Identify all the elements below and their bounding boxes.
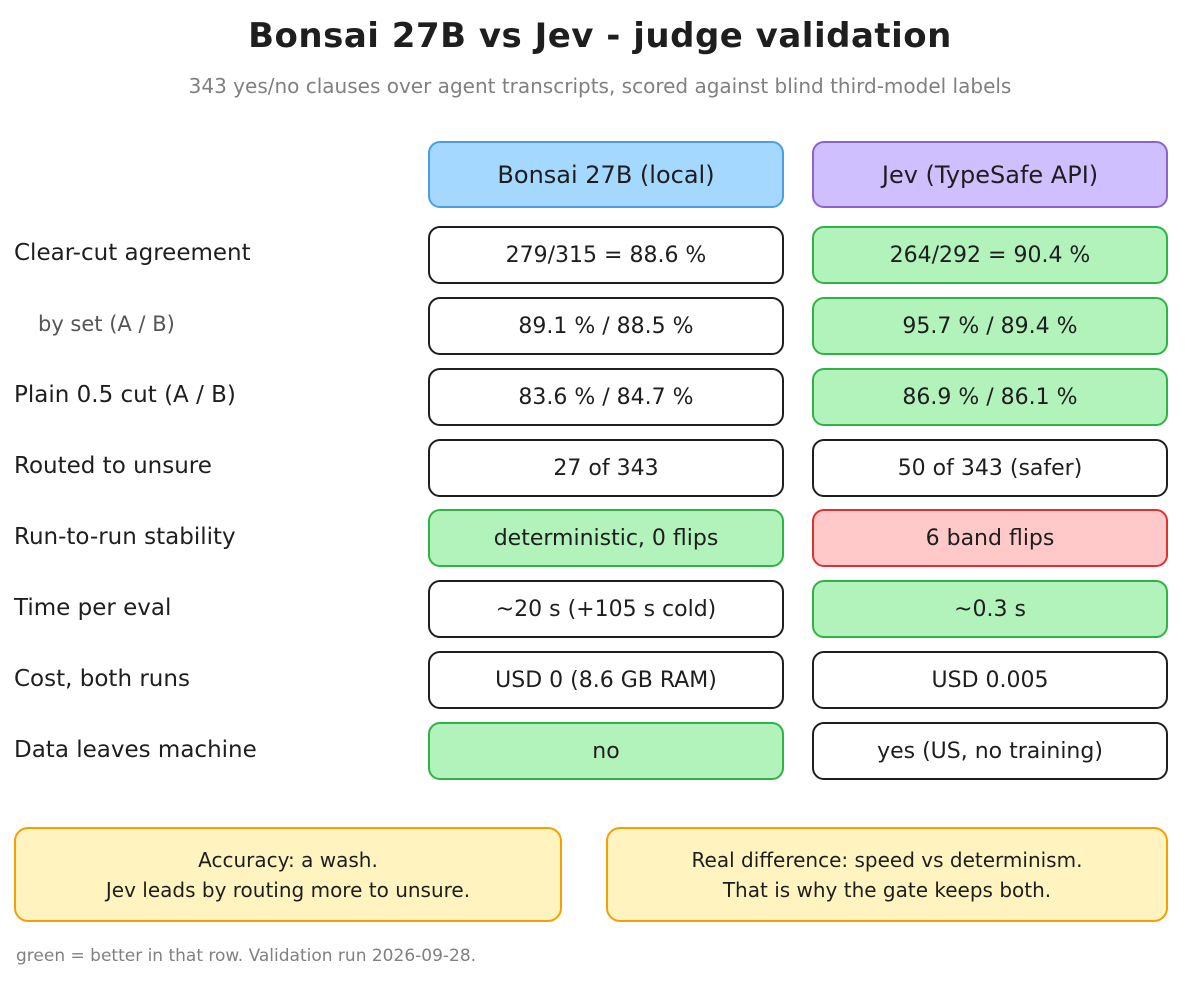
cell-bonsai-cost-both-runs: USD 0 (8.6 GB RAM) xyxy=(428,651,784,709)
cell-jev-time-per-eval: ~0.3 s xyxy=(812,580,1168,638)
row-label-data-leaves-machine: Data leaves machine xyxy=(14,737,257,763)
cell-bonsai-time-per-eval: ~20 s (+105 s cold) xyxy=(428,580,784,638)
note-accuracy-line1: Accuracy: a wash. xyxy=(198,847,378,872)
cell-bonsai-plain-cut: 83.6 % / 84.7 % xyxy=(428,368,784,426)
row-label-cost-both-runs: Cost, both runs xyxy=(14,666,190,692)
cell-jev-routed-to-unsure: 50 of 343 (safer) xyxy=(812,439,1168,497)
cell-jev-clear-cut-agreement: 264/292 = 90.4 % xyxy=(812,226,1168,284)
cell-jev-data-leaves-machine: yes (US, no training) xyxy=(812,722,1168,780)
row-label-clear-cut-agreement: Clear-cut agreement xyxy=(14,240,251,266)
cell-jev-cost-both-runs: USD 0.005 xyxy=(812,651,1168,709)
cell-bonsai-clear-cut-agreement: 279/315 = 88.6 % xyxy=(428,226,784,284)
column-header-bonsai: Bonsai 27B (local) xyxy=(428,141,784,208)
cell-bonsai-by-set: 89.1 % / 88.5 % xyxy=(428,297,784,355)
row-label-by-set: by set (A / B) xyxy=(38,312,175,336)
note-accuracy: Accuracy: a wash. Jev leads by routing m… xyxy=(14,827,562,922)
cell-jev-plain-cut: 86.9 % / 86.1 % xyxy=(812,368,1168,426)
note-accuracy-line2: Jev leads by routing more to unsure. xyxy=(105,877,471,902)
row-label-time-per-eval: Time per eval xyxy=(14,595,172,621)
note-real-difference-line1: Real difference: speed vs determinism. xyxy=(691,847,1083,872)
cell-bonsai-data-leaves-machine: no xyxy=(428,722,784,780)
row-label-run-to-run-stability: Run-to-run stability xyxy=(14,524,236,550)
column-header-jev: Jev (TypeSafe API) xyxy=(812,141,1168,208)
page-subtitle: 343 yes/no clauses over agent transcript… xyxy=(188,74,1012,98)
row-label-plain-cut: Plain 0.5 cut (A / B) xyxy=(14,382,236,408)
cell-jev-by-set: 95.7 % / 89.4 % xyxy=(812,297,1168,355)
cell-bonsai-routed-to-unsure: 27 of 343 xyxy=(428,439,784,497)
note-real-difference: Real difference: speed vs determinism. T… xyxy=(606,827,1168,922)
cell-jev-run-to-run-stability: 6 band flips xyxy=(812,509,1168,567)
page-title: Bonsai 27B vs Jev - judge validation xyxy=(248,16,952,56)
footer-legend: green = better in that row. Validation r… xyxy=(16,946,477,966)
note-real-difference-line2: That is why the gate keeps both. xyxy=(722,877,1052,902)
row-label-routed-to-unsure: Routed to unsure xyxy=(14,453,212,479)
cell-bonsai-run-to-run-stability: deterministic, 0 flips xyxy=(428,509,784,567)
